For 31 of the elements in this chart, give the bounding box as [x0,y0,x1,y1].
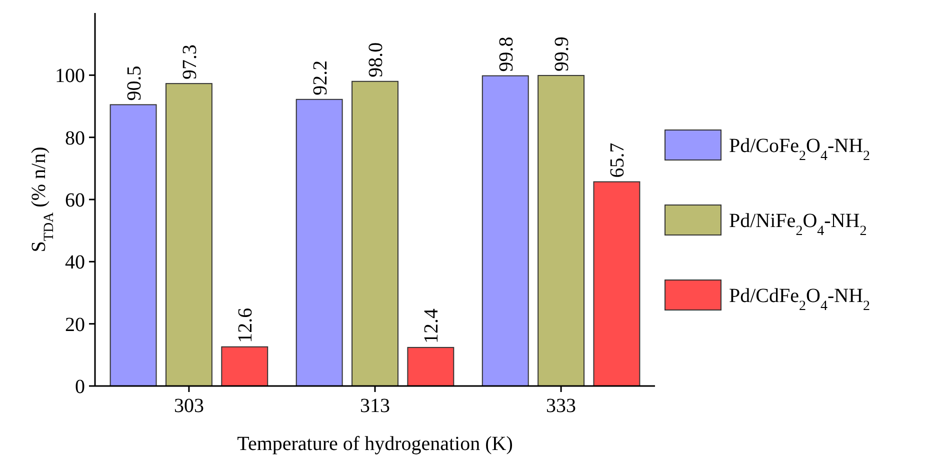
x-tick-label: 313 [360,395,390,417]
bar [296,98,343,386]
text: 99.8 [495,36,518,72]
bar [593,181,640,386]
y-tick-label: 0 [75,376,85,398]
bar [165,83,212,386]
y-tick-label: 40 [65,252,85,274]
bar [221,346,268,386]
y-tick-label: 20 [65,314,85,336]
y-tick-label: 60 [65,190,85,212]
bar [482,75,529,386]
x-axis-title: Temperature of hydrogenation (K) [237,433,513,455]
legend-label: Pd/NiFe$_{2}$O$_{4}$-NH$_{2}$ [729,210,867,238]
bar [110,104,157,386]
text: 12.6 [234,308,257,343]
bar [352,80,398,386]
y-tick-label: 80 [65,127,85,150]
bar [538,74,585,386]
y-tick-label: 100 [55,65,85,88]
text: 90.5 [123,66,146,101]
text: 97.3 [178,44,201,80]
x-tick-label: 333 [546,395,576,417]
text: 12.4 [420,308,443,344]
text: 98.0 [365,42,387,78]
legend-label: Pd/CoFe$_{2}$O$_{4}$-NH$_{2}$ [729,135,870,164]
text: 65.7 [606,142,629,178]
bar [407,346,454,386]
text: 92.2 [309,60,332,96]
text: 99.9 [551,36,574,72]
x-tick-label: 303 [174,395,204,417]
legend-label: Pd/CdFe$_{2}$O$_{4}$-NH$_{2}$ [729,285,870,314]
